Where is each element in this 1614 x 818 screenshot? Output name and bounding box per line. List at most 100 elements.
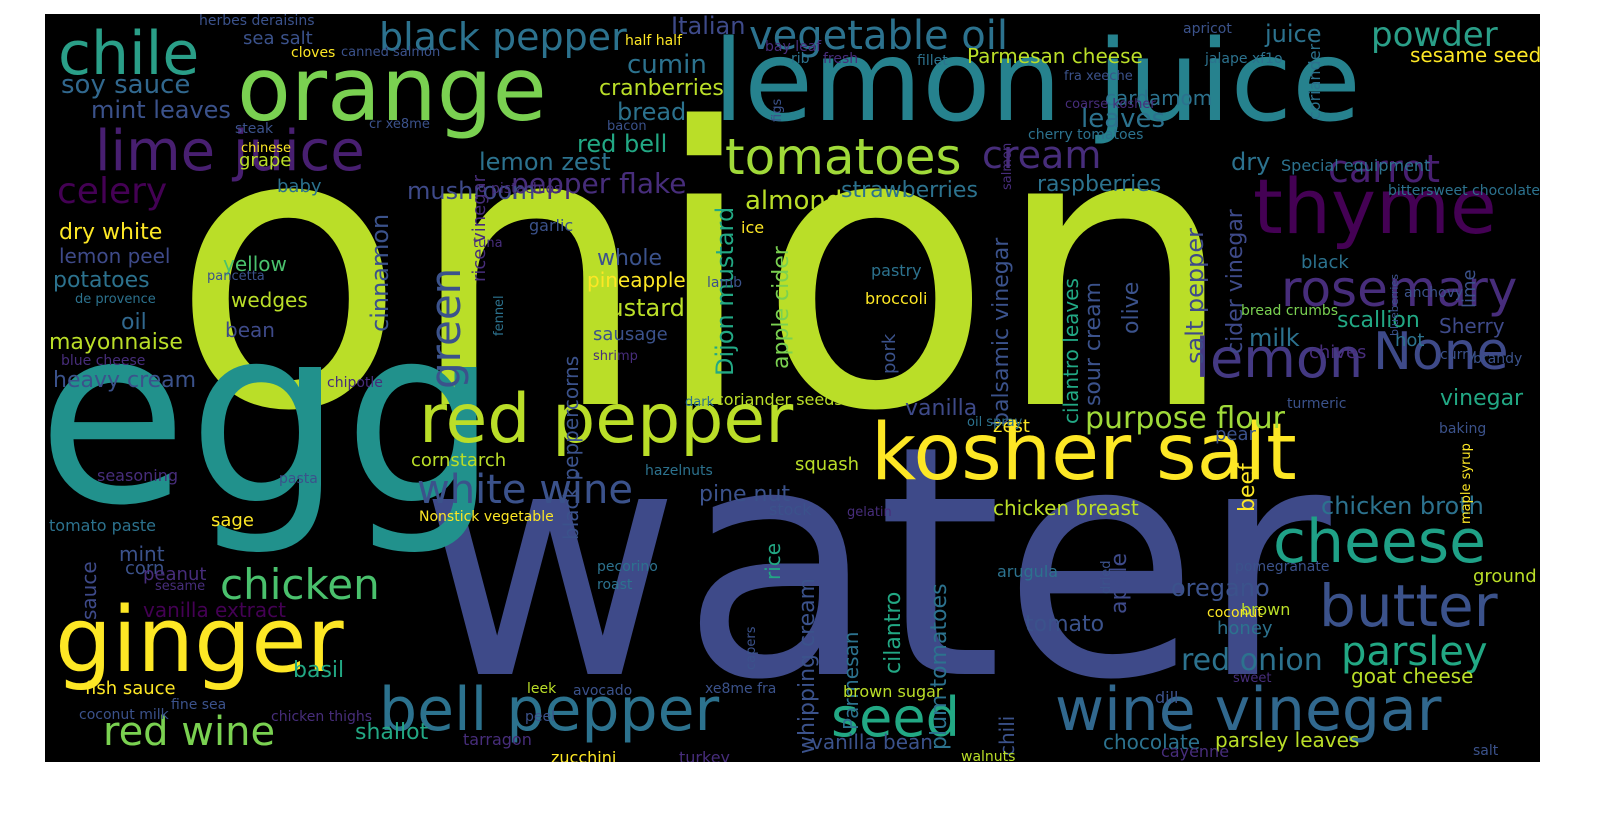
cloud-word: Special equipment [1281, 156, 1431, 175]
cloud-word: vegetable oil [749, 14, 1009, 59]
cloud-word: olive [1119, 281, 1144, 334]
cloud-word: cider vinegar [1223, 209, 1248, 354]
cloud-word: powder [1371, 15, 1498, 55]
cloud-word: salt [1473, 743, 1499, 759]
cloud-word: tomatoes [725, 128, 962, 186]
cloud-word: sausage [593, 324, 668, 345]
cloud-word: red bell [577, 130, 668, 158]
word-cloud: onion water egg lemon juice orange koshe… [45, 14, 1540, 762]
cloud-word: seasoning [97, 466, 178, 485]
cloud-word: Parmesan [839, 631, 863, 730]
cloud-word: capers [744, 626, 759, 670]
cloud-word: hazelnuts [645, 463, 713, 479]
cloud-word: whipping cream [795, 577, 820, 754]
cloud-word: shallot [355, 720, 429, 745]
cloud-word: pecorino [597, 559, 658, 575]
cloud-word: chile [58, 19, 200, 89]
cloud-word: cumin [627, 50, 707, 80]
cloud-word: plum tomatoes [927, 583, 952, 750]
cloud-word: cherry tomatoes [1028, 127, 1144, 143]
cloud-word: soy sauce [61, 70, 191, 100]
cloud-word: pomegranate [1235, 559, 1330, 575]
cloud-word: bread crumbs [1241, 303, 1339, 319]
cloud-word: cloves [291, 45, 336, 61]
cloud-word: parsley leaves [1215, 728, 1360, 752]
cloud-word: tarragon [463, 730, 532, 749]
cloud-word: wine vinegar [1055, 675, 1442, 745]
cloud-word: oregano [1171, 574, 1270, 602]
cloud-word: sour cream [1081, 281, 1106, 406]
cloud-word: orange [237, 38, 547, 141]
cloud-word: black pepper [379, 15, 627, 59]
cloud-word: Dijon mustard [711, 206, 739, 376]
cloud-word: kosher salt [871, 408, 1297, 498]
cloud-word: turkey [679, 748, 730, 763]
cloud-word: de provence [75, 292, 156, 307]
cloud-word: salmon [1000, 142, 1015, 190]
cloud-word: lemon zest [479, 148, 611, 176]
cloud-word: thyme [1253, 162, 1497, 251]
cloud-word: steak [235, 121, 274, 137]
cloud-word: yellow [223, 252, 287, 276]
cloud-word: seed [831, 686, 960, 749]
cloud-word: sauce [77, 561, 101, 620]
cloud-word: Italian [671, 14, 746, 40]
cloud-word: avocado [573, 683, 633, 699]
cloud-word: oil spray [967, 415, 1023, 430]
cloud-word: scallion [1337, 308, 1420, 333]
cloud-word: pear [1215, 424, 1256, 445]
cloud-word: fennel [492, 295, 507, 336]
cloud-word: mayonnaise [49, 330, 183, 355]
cloud-word: pasta [279, 471, 318, 487]
cloud-word: ginger [55, 588, 344, 693]
cloud-word: chicken broth [1321, 492, 1484, 520]
cloud-word: broccoli [865, 289, 928, 308]
cloud-word: balsamic vinegar [989, 237, 1014, 426]
cloud-word: arugula [997, 562, 1059, 581]
cloud-word: fresh [823, 51, 859, 67]
cloud-word: sesame seed [1410, 43, 1540, 67]
cloud-word: Nonstick vegetable [419, 509, 554, 525]
cloud-word: sage [211, 510, 254, 531]
cloud-word: figs [770, 98, 785, 122]
cloud-word: pistachios [491, 181, 562, 197]
cloud-word: green [421, 267, 470, 389]
cloud-word: apple cider [769, 246, 794, 369]
cloud-word: potatoes [53, 268, 150, 293]
cloud-word: lemon peel [59, 244, 171, 268]
cloud-word: celery [57, 171, 168, 212]
cloud-word: mushroom [407, 177, 536, 205]
cloud-word: blue cheese [61, 353, 146, 369]
cloud-word: cornstarch [411, 450, 507, 471]
cloud-word: cream [982, 133, 1102, 177]
cloud-word: dried [1099, 560, 1114, 594]
cloud-word: canned salmon [341, 45, 441, 60]
cloud-word: pineapple [587, 268, 686, 292]
cloud-word: pastry [871, 261, 922, 280]
cloud-word: cr xe8me [369, 117, 430, 132]
cloud-word: purpose flour [1085, 401, 1286, 436]
cloud-word: coarse kosher [1065, 97, 1156, 112]
cloud-word: squash [795, 454, 860, 475]
cloud-word: xe8me fra [705, 681, 777, 697]
cloud-word: mint [119, 542, 165, 566]
cloud-word: bay leaf [765, 39, 822, 55]
cloud-word: fillet [917, 53, 948, 69]
cloud-word: hot [1395, 330, 1425, 351]
cloud-word: None [1373, 322, 1509, 382]
cloud-word: coconut milk [79, 707, 169, 723]
cloud-word: stock [769, 500, 812, 519]
cloud-word: chinese [241, 141, 292, 156]
cloud-word: strawberries [841, 178, 978, 203]
cloud-word: honey [1217, 618, 1273, 639]
cloud-word: lamb [707, 275, 742, 291]
cloud-word: zucchini [551, 748, 617, 763]
cloud-word: brown sugar [843, 682, 943, 701]
cloud-word: coconut [1207, 605, 1263, 621]
cloud-word: dill [1155, 688, 1179, 707]
cloud-word: fish sauce [85, 678, 176, 699]
cloud-word: half half [625, 33, 682, 49]
cloud-word: heavy cream [53, 368, 197, 393]
cloud-word: maple syrup [1459, 443, 1474, 524]
cloud-word: salt pepper [1181, 227, 1209, 364]
